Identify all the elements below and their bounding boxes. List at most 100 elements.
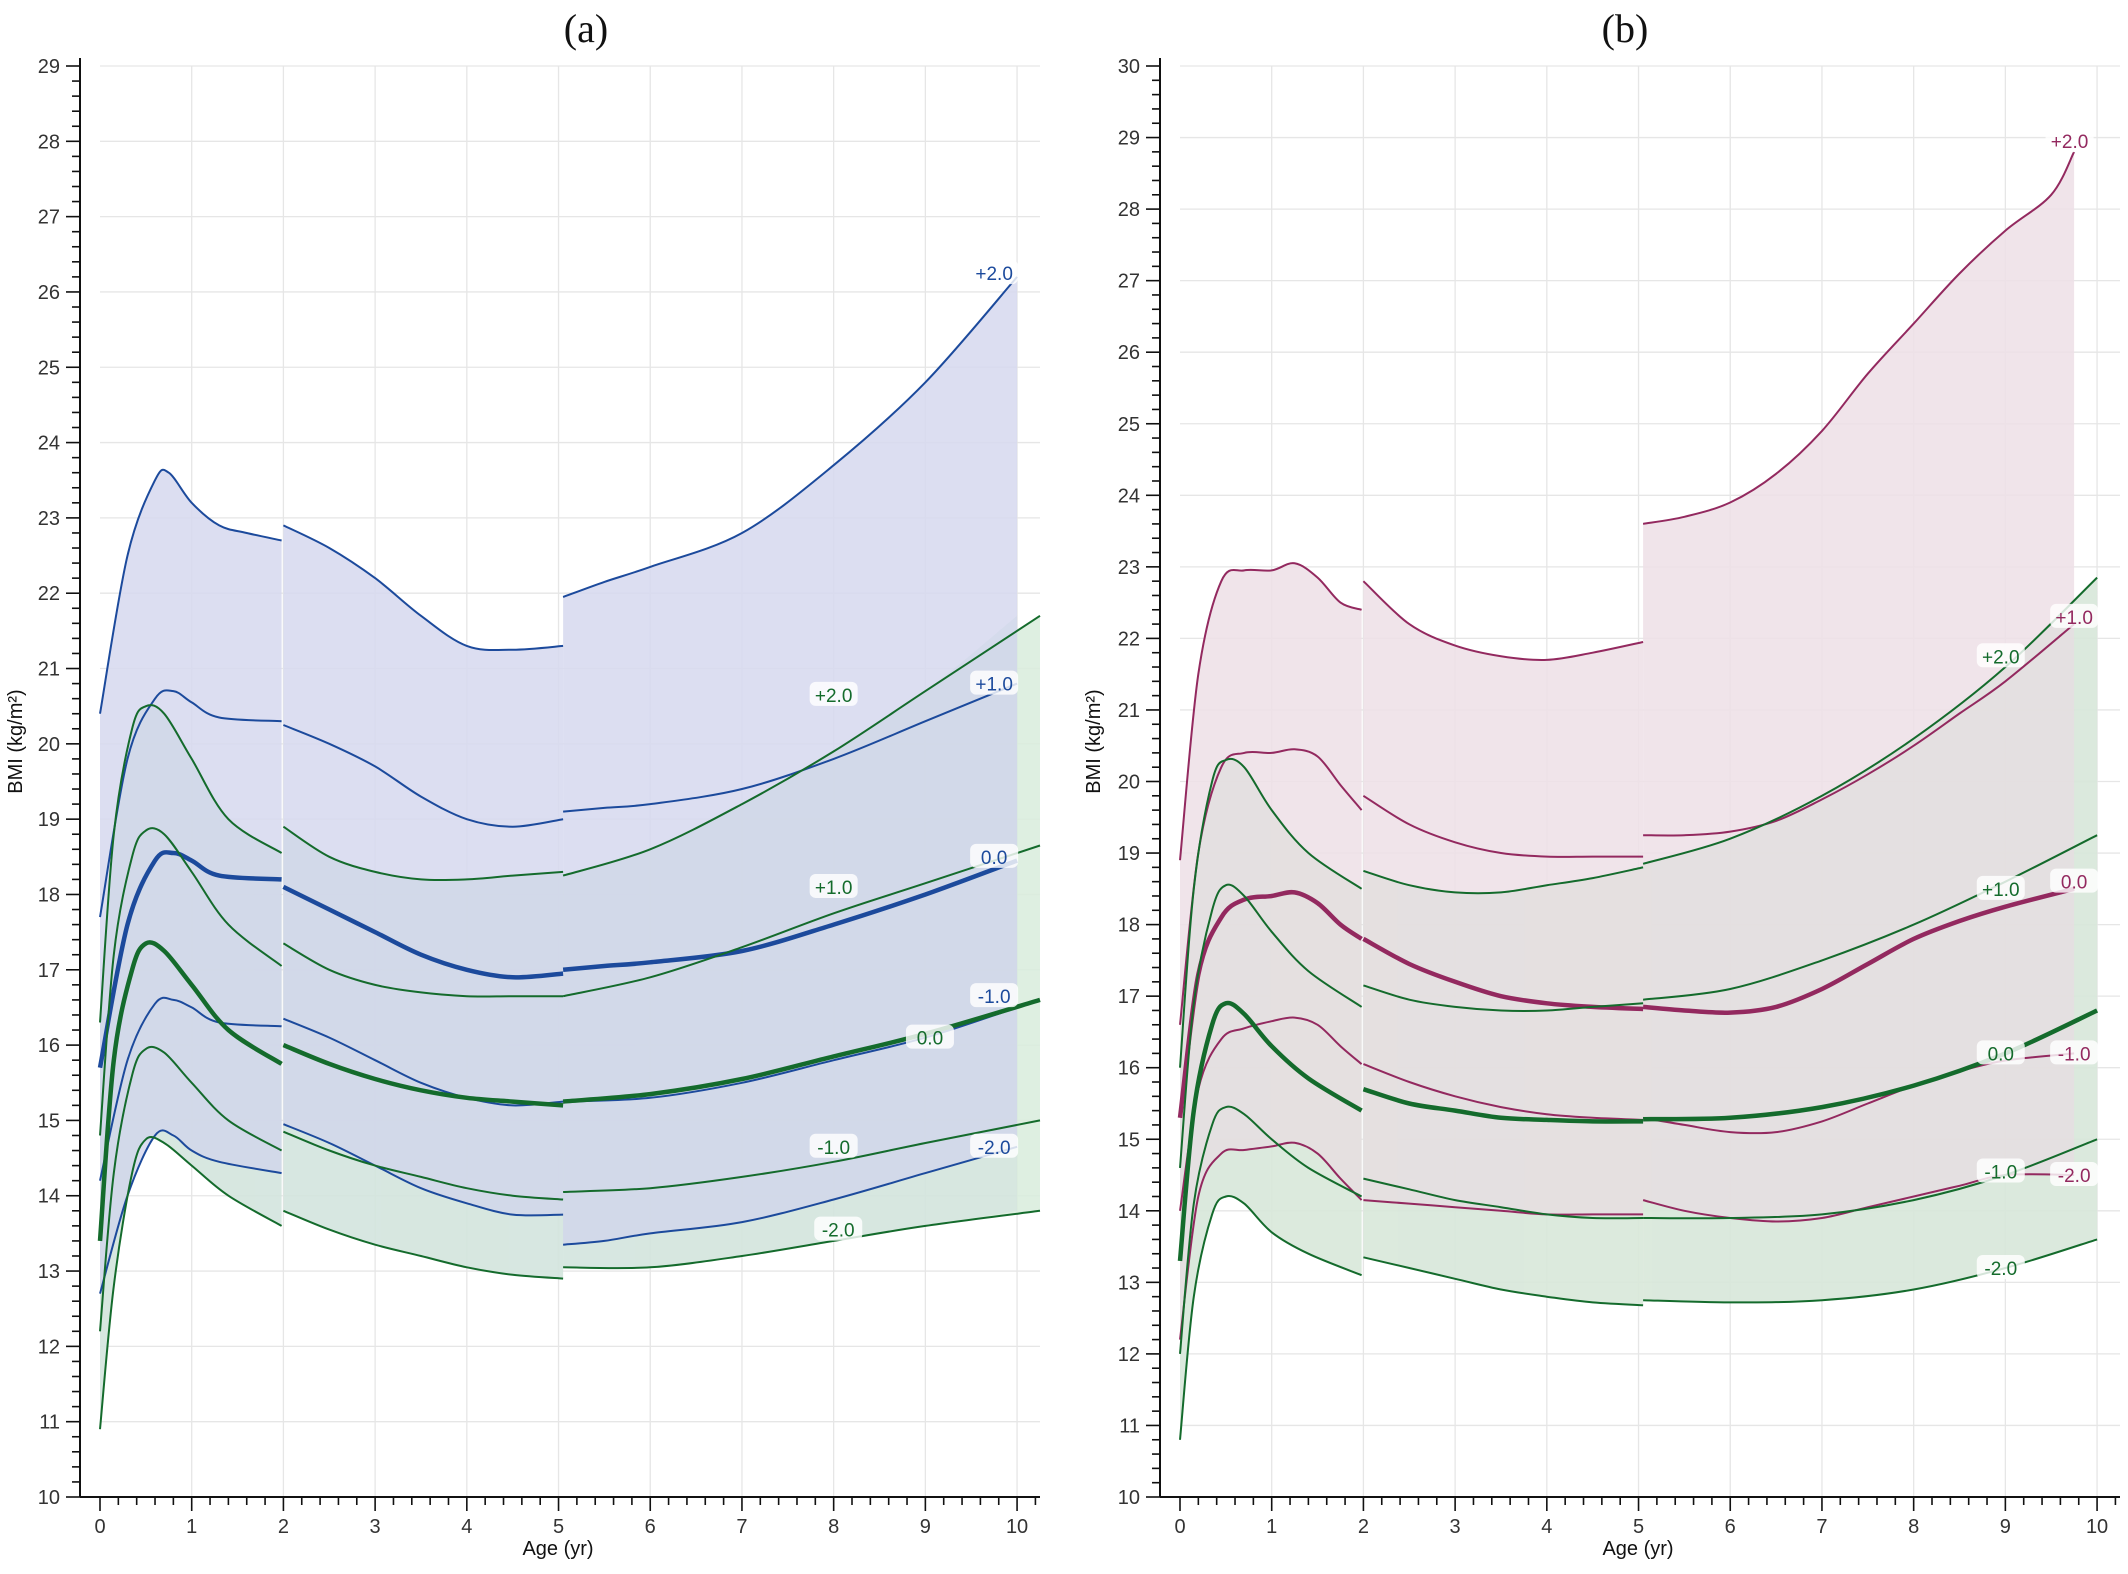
y-tick-label: 28 bbox=[1118, 199, 1140, 221]
x-tick-label: 9 bbox=[920, 1516, 931, 1538]
y-tick-label: 24 bbox=[38, 433, 60, 455]
series-blue-plus1.0 bbox=[99, 682, 1018, 918]
y-tick-label: 19 bbox=[1118, 843, 1140, 865]
series-line-segment bbox=[1363, 1177, 1644, 1220]
y-tick-label: 18 bbox=[1118, 915, 1140, 937]
band-fill-primary bbox=[563, 276, 1018, 1245]
line-label-bg bbox=[970, 1133, 1019, 1158]
line-label-bg bbox=[809, 1133, 858, 1158]
x-tick-label: 10 bbox=[2086, 1516, 2108, 1538]
y-tick-label: 13 bbox=[38, 1261, 60, 1283]
x-tick-label: 7 bbox=[1816, 1516, 1827, 1538]
line-label-bg bbox=[1976, 643, 2025, 668]
series-line-segment bbox=[1642, 834, 2098, 1001]
series-line-segment bbox=[99, 1129, 282, 1294]
series-line-segment bbox=[1179, 562, 1362, 861]
band-overlap bbox=[100, 615, 1018, 1430]
y-tick-label: 10 bbox=[1118, 1487, 1140, 1509]
line-label: 0.0 bbox=[981, 848, 1007, 869]
series-line-segment bbox=[99, 704, 283, 1023]
line-label: 0.0 bbox=[917, 1029, 943, 1050]
y-tick-label: 28 bbox=[38, 131, 60, 153]
series-line-segment bbox=[563, 1145, 1018, 1246]
band-fill-primary bbox=[1363, 581, 1644, 1215]
line-label-bg bbox=[814, 1216, 863, 1241]
line-label-bg bbox=[1976, 1255, 2025, 1280]
line-label: -1.0 bbox=[1984, 1162, 2017, 1183]
y-tick-label: 16 bbox=[1118, 1058, 1140, 1080]
series-line-segment bbox=[282, 524, 564, 652]
band-fill-primary bbox=[100, 469, 282, 1294]
x-tick-label: 0 bbox=[1174, 1516, 1185, 1538]
series-line-segment bbox=[283, 724, 564, 828]
series-green-minus2.0 bbox=[99, 1136, 1041, 1430]
line-label: +1.0 bbox=[1982, 880, 2020, 901]
overlap-region bbox=[1180, 758, 1362, 1440]
line-label-bg bbox=[905, 1024, 954, 1049]
y-axis-label: BMI (kg/m²) bbox=[1083, 689, 1105, 793]
x-tick-label: 9 bbox=[2000, 1516, 2011, 1538]
series-line-segment bbox=[563, 682, 1018, 813]
x-tick-label: 8 bbox=[1908, 1516, 1919, 1538]
series-line-segment bbox=[1642, 886, 2075, 1015]
y-tick-label: 16 bbox=[38, 1035, 60, 1057]
y-tick-label: 10 bbox=[38, 1487, 60, 1509]
line-label-bg bbox=[2050, 868, 2099, 893]
x-tick-label: 6 bbox=[645, 1516, 656, 1538]
series-line-segment bbox=[282, 825, 564, 882]
line-label-bg bbox=[1976, 1040, 2025, 1065]
x-tick-label: 4 bbox=[1541, 1516, 1552, 1538]
y-tick-label: 14 bbox=[1118, 1201, 1140, 1223]
line-label-bg bbox=[2050, 1162, 2099, 1187]
line-label: +1.0 bbox=[815, 878, 853, 899]
line-label-bg bbox=[2050, 1040, 2099, 1065]
series-blue-0.0 bbox=[97, 850, 1018, 1069]
line-label: -1.0 bbox=[2058, 1044, 2091, 1065]
x-tick-label: 2 bbox=[1358, 1516, 1369, 1538]
line-label-bg bbox=[2050, 603, 2099, 628]
series-green-plus1.0 bbox=[1179, 834, 2098, 1168]
y-tick-label: 14 bbox=[38, 1186, 60, 1208]
overlap-region bbox=[1643, 577, 2098, 1303]
line-label: 0.0 bbox=[1988, 1044, 2014, 1065]
line-label: +2.0 bbox=[1982, 647, 2020, 668]
series-line-segment bbox=[1179, 1141, 1363, 1340]
series-line-segment bbox=[1177, 1000, 1363, 1262]
series-line-segment bbox=[1642, 151, 2075, 525]
series-line-segment bbox=[99, 468, 282, 714]
y-tick-label: 21 bbox=[38, 659, 60, 681]
x-tick-label: 8 bbox=[828, 1516, 839, 1538]
line-label: -2.0 bbox=[2058, 1166, 2091, 1187]
overlap-region bbox=[283, 826, 564, 1279]
series-line-segment bbox=[282, 942, 564, 998]
series-line-segment bbox=[1179, 1105, 1363, 1354]
x-axis-label: Age (yr) bbox=[522, 1538, 593, 1560]
y-tick-label: 12 bbox=[1118, 1344, 1140, 1366]
x-tick-label: 6 bbox=[1725, 1516, 1736, 1538]
line-label: +2.0 bbox=[815, 686, 853, 707]
y-tick-label: 29 bbox=[38, 56, 60, 78]
y-tick-label: 24 bbox=[1118, 485, 1140, 507]
series-line-segment bbox=[99, 689, 282, 918]
line-label-bg bbox=[970, 843, 1019, 868]
y-tick-label: 17 bbox=[38, 960, 60, 982]
band-fill-primary bbox=[1643, 151, 2075, 1222]
line-label: +2.0 bbox=[975, 264, 1013, 285]
overlap-region bbox=[100, 705, 282, 1430]
series-line-segment bbox=[562, 844, 1041, 998]
series-line-segment bbox=[562, 276, 1018, 598]
y-tick-label: 27 bbox=[1118, 271, 1140, 293]
series-line-segment bbox=[1363, 984, 1644, 1012]
line-label: -1.0 bbox=[817, 1138, 850, 1159]
series-line-segment bbox=[1362, 794, 1644, 858]
y-tick-label: 22 bbox=[1118, 628, 1140, 650]
line-label-bg bbox=[1976, 875, 2025, 900]
y-tick-label: 11 bbox=[1119, 1415, 1140, 1437]
panel-title: (b) bbox=[1602, 6, 1649, 51]
series-line-segment bbox=[1643, 623, 2075, 837]
y-tick-label: 26 bbox=[1118, 342, 1140, 364]
line-label: -2.0 bbox=[822, 1221, 855, 1242]
series-line-segment bbox=[283, 1123, 564, 1217]
line-label: -2.0 bbox=[978, 1138, 1011, 1159]
